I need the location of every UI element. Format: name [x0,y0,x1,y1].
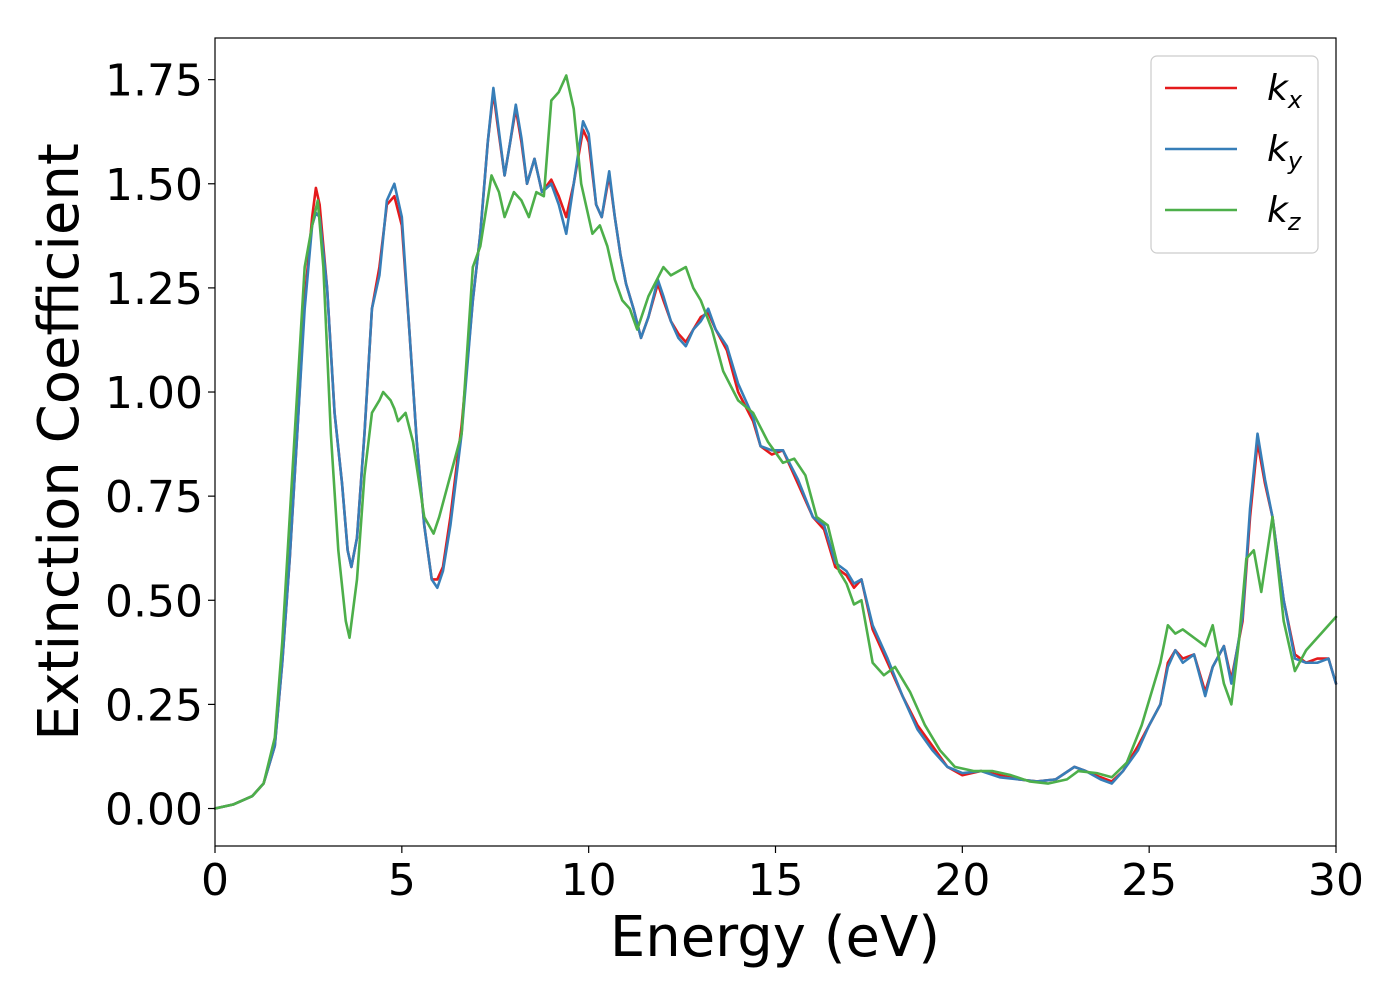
series-line-y [213,86,1338,810]
x-axis-title: Energy (eV) [610,905,940,970]
legend-label-subscript: x [1287,86,1303,114]
x-axis: 0 5 10 15 20 25 30 [201,846,1364,906]
y-tick-label: 0.00 [105,785,203,836]
x-tick-label: 20 [934,855,990,906]
legend-box [1150,55,1319,254]
y-tick-label: 0.25 [105,680,203,731]
y-axis: 0.00 0.25 0.50 0.75 1.00 1.25 1.50 1.75 [105,56,215,836]
y-tick-label: 1.25 [105,264,203,315]
x-tick-label: 25 [1121,855,1177,906]
y-tick-label: 1.75 [105,56,203,107]
x-tick-label: 0 [201,855,229,906]
x-tick-label: 5 [388,855,416,906]
series-layer [213,74,1338,810]
series-line-z [213,74,1338,810]
y-tick-label: 0.75 [105,472,203,523]
legend-label-base: k [1267,190,1290,231]
x-tick-label: 30 [1308,855,1364,906]
legend-label-y: ky [1267,129,1303,175]
y-tick-label: 0.50 [105,576,203,627]
y-tick-label: 1.50 [105,160,203,211]
legend-label-base: k [1267,129,1290,170]
legend-label-subscript: z [1287,208,1302,236]
legend-label-x: kx [1267,68,1303,114]
x-tick-label: 15 [748,855,804,906]
y-tick-label: 1.00 [105,368,203,419]
legend-label-z: kz [1267,190,1302,236]
y-axis-title: Extinction Coefficient [27,143,92,741]
legend-label-subscript: y [1287,147,1303,175]
legend-label-base: k [1267,68,1290,109]
x-tick-label: 10 [561,855,617,906]
